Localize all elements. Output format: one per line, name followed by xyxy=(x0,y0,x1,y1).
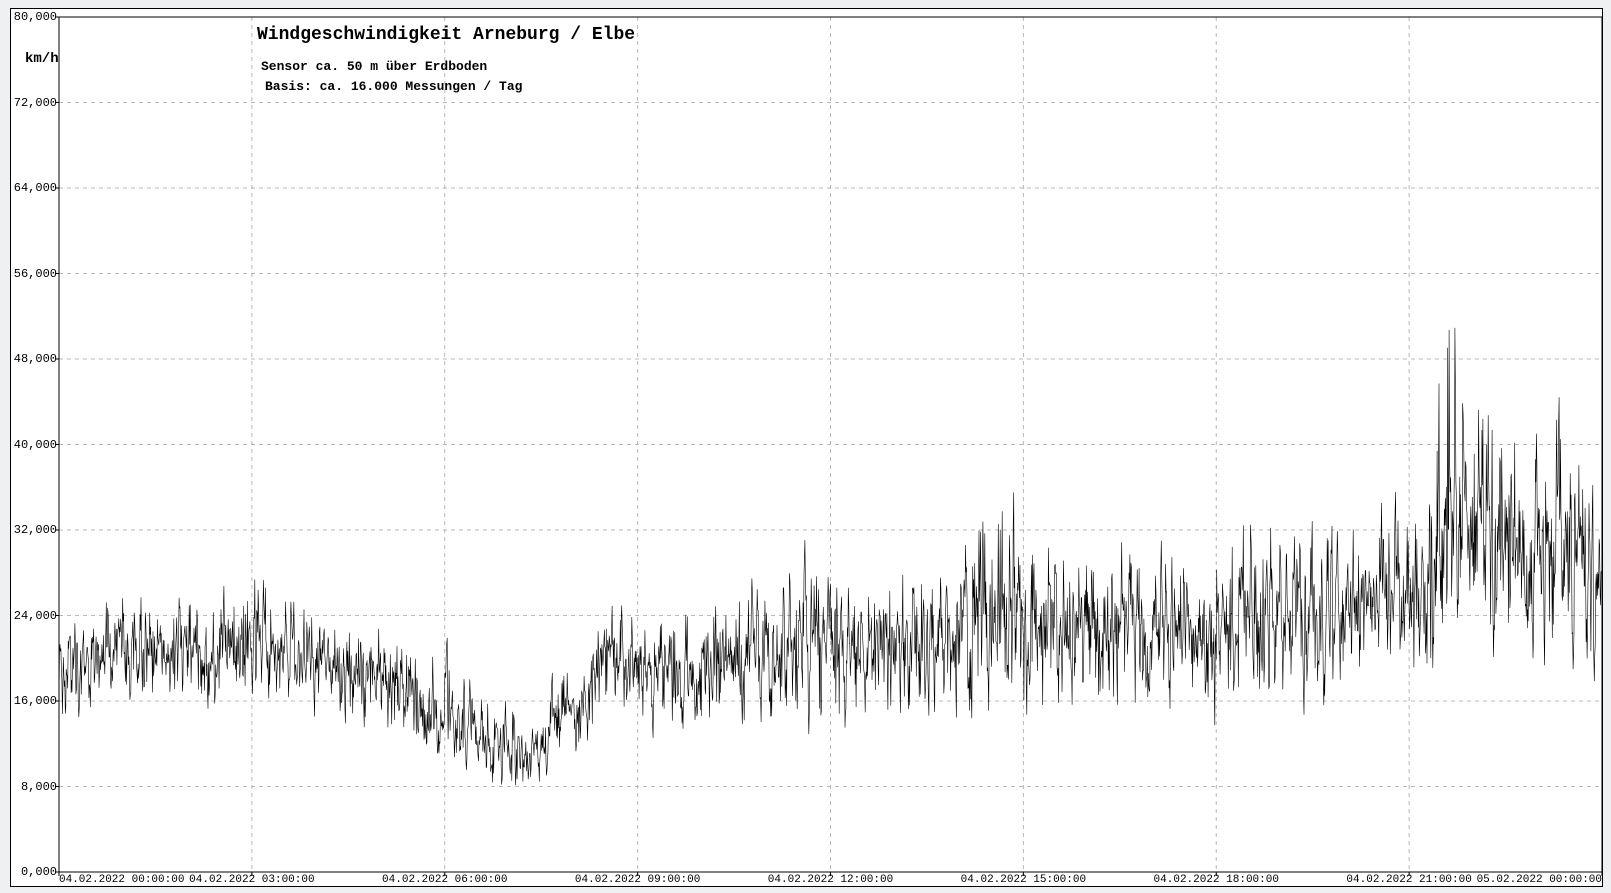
x-tick-label: 05.02.2022 00:00:00 xyxy=(1477,874,1602,886)
x-tick-label: 04.02.2022 06:00:00 xyxy=(382,874,507,886)
y-tick-label: 16,000 xyxy=(11,694,57,708)
y-tick-label: 56,000 xyxy=(11,267,57,281)
x-tick-label: 04.02.2022 18:00:00 xyxy=(1154,874,1279,886)
y-tick-label: 32,000 xyxy=(11,523,57,537)
y-tick-label: 24,000 xyxy=(11,609,57,623)
chart-title: Windgeschwindigkeit Arneburg / Elbe xyxy=(257,25,635,45)
chart-subtitle-1: Sensor ca. 50 m über Erdboden xyxy=(261,59,487,74)
chart-svg xyxy=(11,9,1602,886)
x-tick-label: 04.02.2022 03:00:00 xyxy=(189,874,314,886)
y-tick-label: 48,000 xyxy=(11,352,57,366)
y-tick-label: 80,000 xyxy=(11,10,57,24)
y-tick-label: 0,000 xyxy=(11,865,57,879)
y-tick-label: 64,000 xyxy=(11,181,57,195)
chart-subtitle-2: Basis: ca. 16.000 Messungen / Tag xyxy=(265,79,522,94)
x-tick-label: 04.02.2022 00:00:00 xyxy=(59,874,184,886)
x-tick-label: 04.02.2022 12:00:00 xyxy=(768,874,893,886)
y-axis-label: km/h xyxy=(25,51,59,67)
y-tick-label: 8,000 xyxy=(11,780,57,794)
x-tick-label: 04.02.2022 15:00:00 xyxy=(961,874,1086,886)
x-tick-label: 04.02.2022 09:00:00 xyxy=(575,874,700,886)
chart-frame: 0,000 8,000 16,000 24,000 32,000 40,000 48,000… xyxy=(10,8,1603,887)
x-tick-label: 04.02.2022 21:00:00 xyxy=(1346,874,1471,886)
y-tick-label: 40,000 xyxy=(11,438,57,452)
y-tick-label: 72,000 xyxy=(11,96,57,110)
